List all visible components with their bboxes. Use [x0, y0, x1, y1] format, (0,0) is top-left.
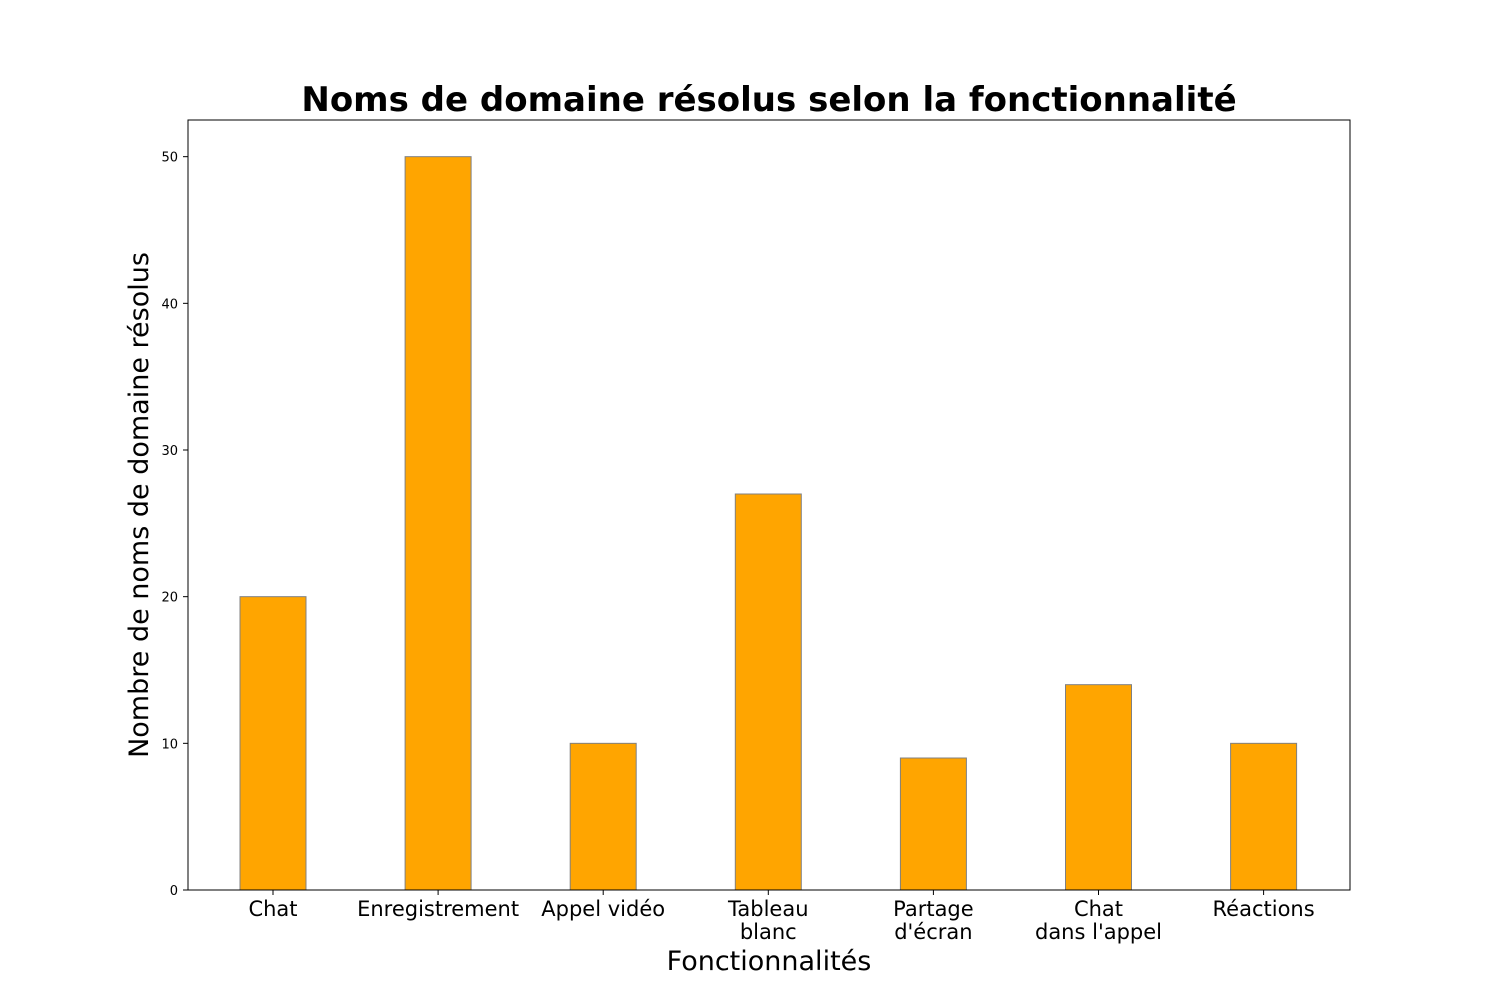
x-tick-label-line: Chat — [248, 897, 297, 921]
bar — [734, 493, 802, 891]
bar — [1230, 742, 1298, 891]
x-tick-label-line: blanc — [740, 920, 797, 944]
x-tick-label: Tableau blanc — [727, 897, 808, 944]
bars-group — [239, 156, 1298, 891]
x-tick-label-line: Enregistrement — [357, 897, 519, 921]
x-tick-label-line: dans l'appel — [1035, 920, 1162, 944]
bar — [569, 742, 637, 891]
x-axis: Chat Enregistrement Appel vidéo Tableau blan… — [248, 890, 1315, 944]
y-tick-label: 20 — [161, 591, 178, 606]
y-tick-label: 10 — [161, 737, 178, 752]
x-tick-label-line: Appel vidéo — [541, 897, 665, 921]
x-tick-label-line: Réactions — [1213, 897, 1315, 921]
x-tick-label-line: Tableau — [727, 897, 808, 921]
x-tick-label: Réactions — [1213, 897, 1315, 921]
x-tick-label: Chat — [248, 897, 297, 921]
bar — [239, 596, 307, 891]
y-tick-label: 50 — [161, 151, 178, 166]
plot-area-frame — [187, 119, 1351, 891]
x-tick-label-line: Chat — [1074, 897, 1123, 921]
x-tick-label: Chat dans l'appel — [1035, 897, 1162, 944]
x-tick-label: Partage d'écran — [893, 897, 974, 944]
y-axis-title: Nombre de noms de domaine résolus — [124, 252, 155, 758]
y-axis: 0 10 20 30 40 50 — [161, 151, 188, 899]
y-tick-label: 0 — [170, 884, 178, 899]
x-axis-title: Fonctionnalités — [667, 946, 872, 977]
y-tick-label: 40 — [161, 297, 178, 312]
y-tick-label: 30 — [161, 444, 178, 459]
x-tick-label: Appel vidéo — [541, 897, 665, 921]
x-tick-label-line: d'écran — [894, 920, 972, 944]
chart-title: Noms de domaine résolus selon la fonctio… — [301, 80, 1236, 120]
x-tick-label: Enregistrement — [357, 897, 519, 921]
x-tick-label-line: Partage — [893, 897, 974, 921]
bar — [1065, 684, 1132, 891]
bar — [899, 757, 967, 891]
bar — [404, 156, 472, 891]
